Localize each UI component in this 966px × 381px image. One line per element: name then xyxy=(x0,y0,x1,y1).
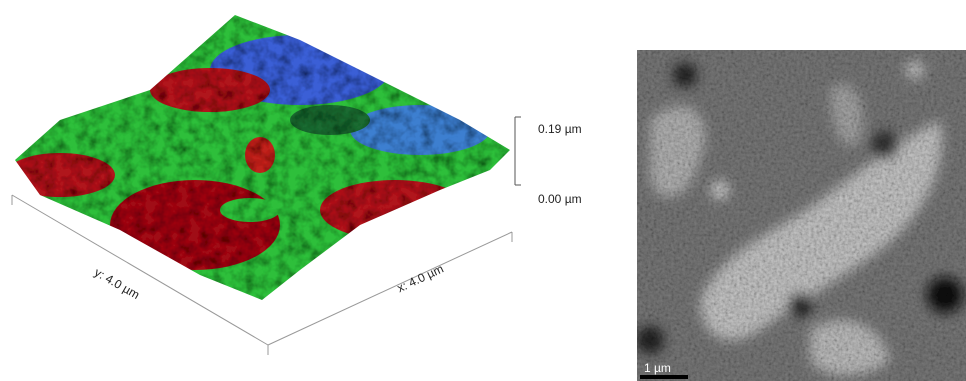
z-top-label: 0.19 µm xyxy=(538,122,582,136)
x-axis-label: x: 4.0 µm xyxy=(395,262,446,296)
figure: 0.19 µm 0.00 µm y: 4.0 µm x: 4.0 µm 1 µ xyxy=(0,0,966,381)
y-axis-label: y: 4.0 µm xyxy=(92,265,142,302)
scale-bar xyxy=(640,375,688,379)
z-bottom-label: 0.00 µm xyxy=(538,192,582,206)
page: 0.19 µm 0.00 µm y: 4.0 µm x: 4.0 µm 1 µ xyxy=(0,0,966,381)
micrograph: 1 µm xyxy=(636,50,966,381)
surface-plot: 0.19 µm 0.00 µm y: 4.0 µm x: 4.0 µm xyxy=(0,0,582,355)
surface xyxy=(0,0,520,310)
scale-bar-label: 1 µm xyxy=(644,361,671,375)
